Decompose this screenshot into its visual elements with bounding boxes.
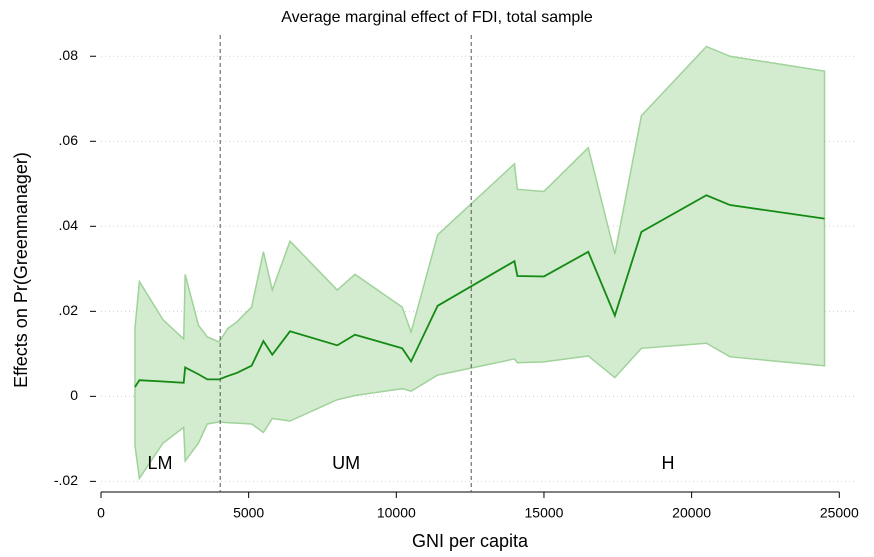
y-tick-label: .04 [59,217,79,233]
y-tick-label: .06 [59,132,79,148]
x-axis-label: GNI per capita [412,531,529,551]
y-tick-label: .02 [59,302,79,318]
region-label: LM [148,453,173,473]
y-tick-label: 0 [70,387,78,403]
y-tick-label: -.02 [54,472,78,488]
chart-title: Average marginal effect of FDI, total sa… [281,9,593,26]
confidence-band [134,45,826,481]
y-axis-label: Effects on Pr(Greenmanager) [11,152,31,388]
region-label: UM [332,453,360,473]
region-label: H [662,453,675,473]
x-tick-label: 0 [97,505,105,521]
x-tick-label: 5000 [233,505,264,521]
x-tick-label: 20000 [672,505,711,521]
x-tick-label: 15000 [525,505,564,521]
x-tick-label: 25000 [820,505,859,521]
y-tick-label: .08 [59,47,79,63]
effect-line [134,194,825,388]
x-tick-label: 10000 [377,505,416,521]
